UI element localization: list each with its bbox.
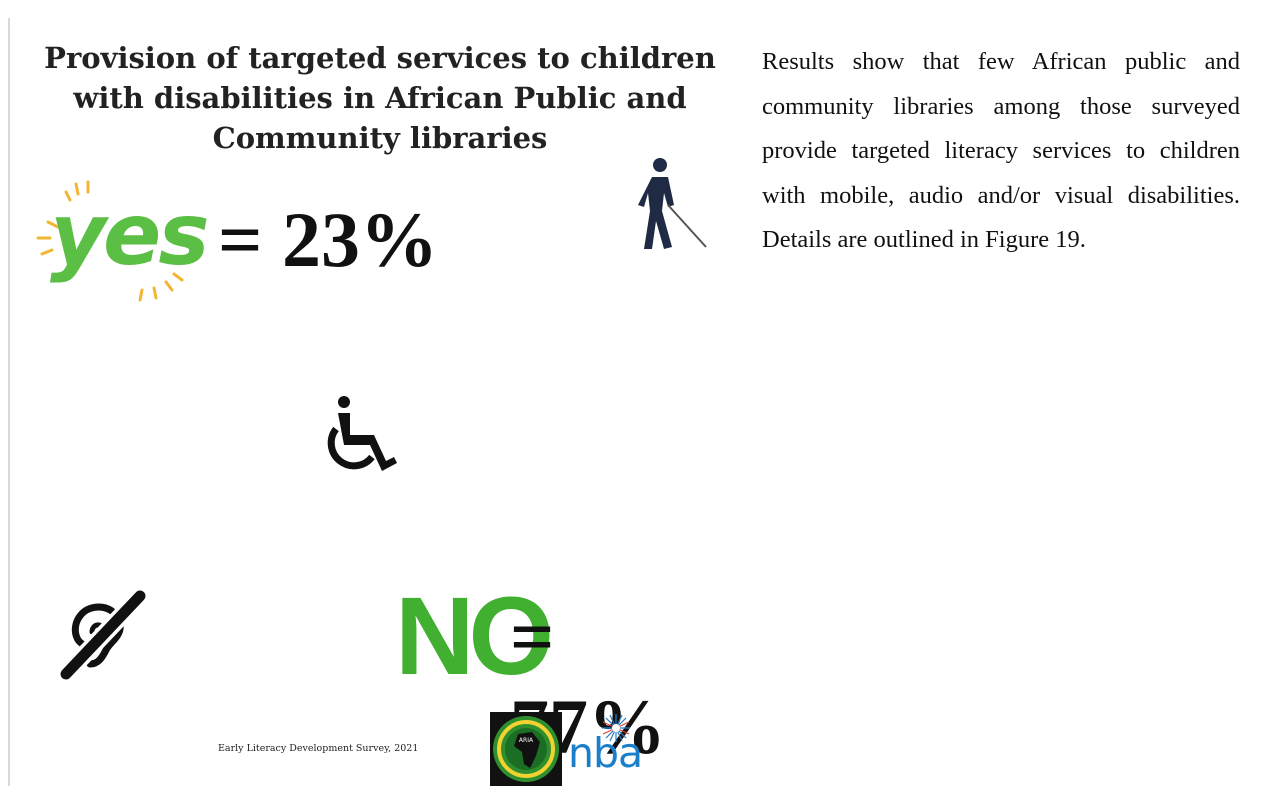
blind-person-with-cane-icon (638, 158, 707, 249)
body-paragraph: Results show that few African public and… (762, 48, 1240, 253)
aria-logo: ARIA (490, 712, 562, 786)
yes-label: yes (50, 185, 210, 285)
svg-text:ARIA: ARIA (519, 737, 534, 744)
nba-logo-burst (602, 714, 630, 742)
hearing-impaired-icon (59, 589, 147, 680)
infographic-figure: Provision of targeted services to childr… (36, 41, 716, 786)
figure-title: Provision of targeted services to childr… (44, 41, 716, 155)
page-margin-rule (8, 18, 10, 786)
yes-sparkle-decoration (36, 180, 192, 302)
wheelchair-icon (327, 396, 397, 471)
nba-wordmark: nba (568, 729, 643, 777)
figure-source-credit: Early Literacy Development Survey, 2021 (218, 743, 419, 754)
yes-percentage: = 23% (218, 196, 438, 283)
no-label: NO (395, 575, 554, 698)
